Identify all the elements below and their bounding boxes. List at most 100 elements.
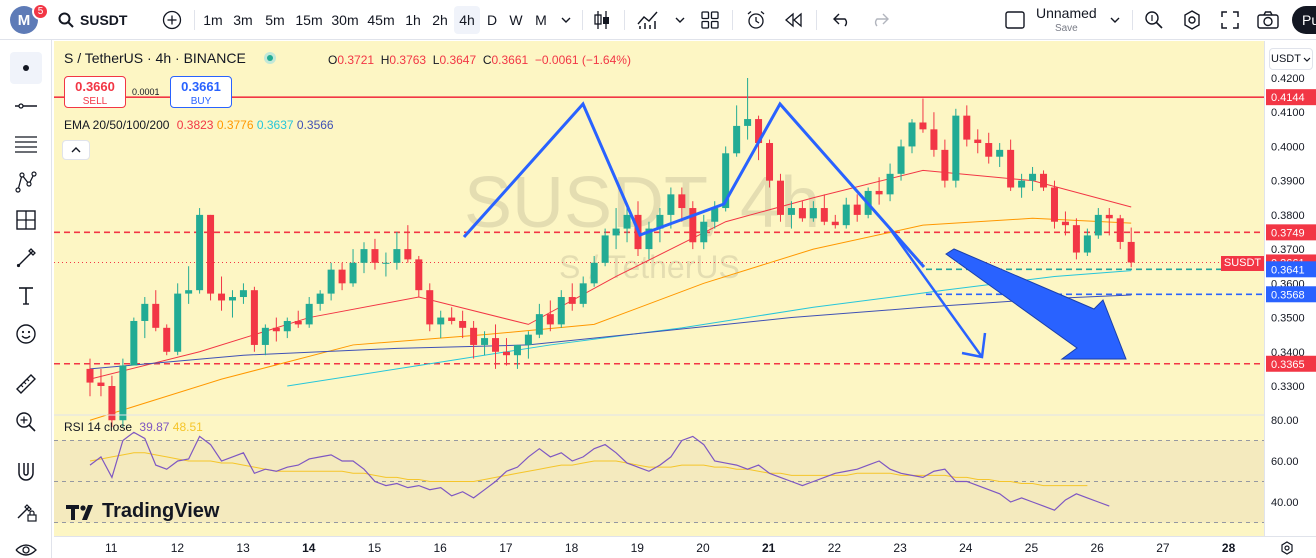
candle-body bbox=[239, 290, 247, 298]
replay-button[interactable] bbox=[780, 6, 808, 34]
price-label-bg bbox=[1266, 286, 1316, 303]
candle-body bbox=[656, 214, 664, 229]
hide-drawings-button[interactable] bbox=[10, 534, 42, 558]
candle-body bbox=[1018, 180, 1026, 188]
high-label: H bbox=[380, 53, 390, 67]
interval-button-w[interactable]: W bbox=[509, 12, 523, 28]
measure-tool-button[interactable] bbox=[10, 368, 42, 400]
price-axis[interactable]: USDT 0.4200 0.4100 0.4000 0.3900 0.3800 0.370… bbox=[1264, 41, 1316, 536]
candle-body bbox=[744, 119, 752, 126]
interval-dropdown-button[interactable] bbox=[554, 6, 578, 34]
lock-drawings-button[interactable] bbox=[10, 496, 42, 528]
candle-body bbox=[601, 235, 609, 263]
price-label-bg bbox=[1266, 261, 1316, 278]
projection-line[interactable] bbox=[888, 228, 984, 358]
indicators-dropdown-button[interactable] bbox=[670, 6, 690, 34]
cursor-tool-button[interactable] bbox=[10, 52, 42, 84]
undo-button[interactable] bbox=[828, 6, 856, 34]
interval-button-d[interactable]: D bbox=[486, 12, 498, 28]
gear-icon[interactable] bbox=[1280, 541, 1294, 555]
rsi-legend[interactable]: RSI 14 close 39.87 48.51 bbox=[64, 420, 203, 434]
brush-tool-button[interactable] bbox=[10, 242, 42, 274]
time-tick-label: 12 bbox=[171, 541, 185, 555]
candle-body bbox=[327, 269, 335, 294]
toolbar-divider bbox=[582, 10, 583, 30]
interval-button-2h[interactable]: 2h bbox=[432, 12, 448, 28]
layout-dropdown-button[interactable] bbox=[1104, 6, 1126, 34]
candle-body bbox=[272, 327, 280, 332]
layout-name-button[interactable]: Unnamed Save bbox=[1036, 6, 1097, 36]
chart-type-button[interactable] bbox=[588, 6, 616, 34]
candle-body bbox=[130, 320, 138, 366]
candle-body bbox=[612, 228, 620, 236]
symbol-price-tag: SUSDT bbox=[1221, 256, 1264, 271]
fullscreen-button[interactable] bbox=[1216, 6, 1244, 34]
buy-button[interactable]: 0.3661 BUY bbox=[170, 76, 232, 108]
candle-body bbox=[853, 204, 861, 215]
chart-canvas[interactable]: SUSDT, 4h S / TetherUS bbox=[54, 41, 1264, 536]
double-top-pattern-line[interactable] bbox=[462, 101, 926, 268]
forecast-tool-button[interactable] bbox=[10, 204, 42, 236]
templates-button[interactable] bbox=[696, 6, 724, 34]
interval-button-m[interactable]: M bbox=[535, 12, 547, 28]
icons-tool-button[interactable] bbox=[10, 318, 42, 350]
user-drawings[interactable] bbox=[462, 101, 1127, 360]
fib-tool-button[interactable] bbox=[10, 128, 42, 160]
collapse-legend-button[interactable] bbox=[62, 140, 90, 160]
price-label-bg bbox=[1266, 224, 1316, 241]
quick-search-button[interactable] bbox=[1140, 6, 1168, 34]
forecast-arrow[interactable] bbox=[945, 248, 1127, 360]
candles-icon bbox=[594, 11, 609, 29]
redo-button[interactable] bbox=[866, 6, 894, 34]
interval-button-4h[interactable]: 4h bbox=[454, 6, 480, 34]
zoom-in-button[interactable] bbox=[10, 406, 42, 438]
indicators-icon bbox=[637, 11, 658, 29]
candle-body bbox=[711, 208, 719, 222]
publish-button[interactable]: Pu bbox=[1292, 6, 1316, 34]
text-tool-button[interactable] bbox=[10, 280, 42, 312]
candle-body bbox=[1116, 218, 1124, 242]
interval-button-30m[interactable]: 30m bbox=[331, 12, 359, 28]
candle-body bbox=[459, 320, 467, 328]
trend-line-tool-button[interactable] bbox=[10, 90, 42, 122]
time-tick-label: 24 bbox=[959, 541, 973, 555]
rsi-tick-label: 80.00 bbox=[1271, 415, 1299, 427]
interval-button-15m[interactable]: 15m bbox=[295, 12, 323, 28]
interval-button-45m[interactable]: 45m bbox=[367, 12, 395, 28]
sell-button[interactable]: 0.3660 SELL bbox=[64, 76, 126, 108]
candlestick-series bbox=[86, 78, 1135, 428]
close-label: C bbox=[482, 53, 492, 67]
candle-body bbox=[502, 351, 510, 356]
alert-button[interactable] bbox=[742, 6, 770, 34]
spread-value: 0.0001 bbox=[132, 87, 160, 97]
candle-body bbox=[1072, 225, 1080, 253]
ema-legend[interactable]: EMA 20/50/100/200 0.3823 0.3776 0.3637 0… bbox=[64, 118, 334, 132]
currency-dropdown[interactable]: USDT bbox=[1269, 48, 1313, 70]
magic-search-icon bbox=[1145, 11, 1163, 29]
interval-button-3m[interactable]: 3m bbox=[233, 12, 253, 28]
interval-button-1m[interactable]: 1m bbox=[203, 12, 223, 28]
projection-arrow-head[interactable] bbox=[961, 332, 987, 359]
chart-pane[interactable]: SUSDT, 4h S / TetherUS S / TetherUS · 4h… bbox=[54, 41, 1264, 536]
candle-body bbox=[623, 214, 631, 229]
indicators-button[interactable] bbox=[634, 6, 662, 34]
compare-symbol-button[interactable] bbox=[158, 6, 186, 34]
pattern-tool-button[interactable] bbox=[10, 166, 42, 198]
price-tick-label: 0.4200 bbox=[1271, 73, 1305, 85]
snapshot-button[interactable] bbox=[1254, 6, 1282, 34]
symbol-search-button[interactable]: SUSDT bbox=[58, 6, 150, 34]
layout-select-checkbox[interactable] bbox=[1002, 6, 1028, 34]
tradingview-logo[interactable]: TradingView bbox=[66, 500, 219, 523]
candle-body bbox=[1094, 214, 1102, 236]
magnet-button[interactable] bbox=[10, 456, 42, 488]
brand-name: TradingView bbox=[102, 500, 220, 522]
settings-button[interactable] bbox=[1178, 6, 1206, 34]
notification-badge: 5 bbox=[32, 3, 49, 20]
time-tick-label: 15 bbox=[368, 541, 382, 555]
interval-button-5m[interactable]: 5m bbox=[265, 12, 285, 28]
candle-body bbox=[776, 180, 784, 215]
candle-body bbox=[349, 262, 357, 284]
candle-body bbox=[689, 208, 697, 243]
interval-button-1h[interactable]: 1h bbox=[405, 12, 421, 28]
time-axis[interactable]: 11 12 13 14 15 16 17 18 19 20 21 22 23 24 25 26 27 28 bbox=[54, 536, 1316, 558]
